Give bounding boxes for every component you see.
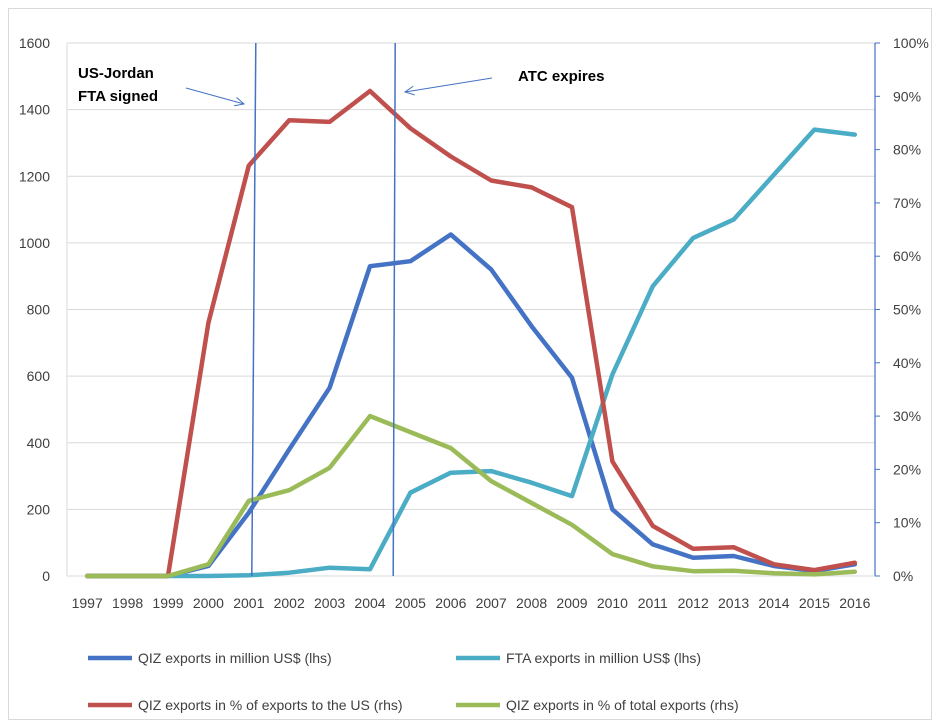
x-tick-label: 2011 [638, 595, 668, 611]
left-tick-label: 400 [27, 435, 51, 451]
series-line-4 [84, 413, 858, 579]
right-tick-label: 30% [893, 408, 921, 424]
series-line-2 [84, 127, 858, 579]
legend-label-3: QIZ exports in % of exports to the US (r… [138, 697, 403, 713]
series-lines [84, 88, 858, 579]
right-tick-label: 0% [893, 568, 913, 584]
x-tick-label: 2009 [556, 595, 587, 611]
x-tick-label: 2016 [839, 595, 870, 611]
event-line-atc [392, 42, 396, 577]
legend-label-4: QIZ exports in % of total exports (rhs) [506, 697, 739, 713]
x-tick-label: 2006 [435, 595, 466, 611]
right-tick-label: 20% [893, 461, 921, 477]
x-tick-label: 2003 [314, 595, 345, 611]
legend-label-2: FTA exports in million US$ (lhs) [506, 650, 701, 666]
x-tick-label: 2008 [516, 595, 547, 611]
annotations: US-Jordan FTA signed ATC expires [78, 42, 604, 577]
left-axis-ticks: 0 200 400 600 800 1000 1200 1400 1600 [19, 35, 50, 584]
right-tick-label: 70% [893, 195, 921, 211]
gridlines [67, 42, 875, 510]
x-tick-label: 2014 [758, 595, 789, 611]
annotation-label-fta: US-Jordan [78, 65, 154, 82]
x-tick-label: 2000 [193, 595, 224, 611]
left-tick-label: 1000 [19, 235, 50, 251]
left-tick-label: 600 [27, 368, 51, 384]
right-tick-label: 60% [893, 248, 921, 264]
series-line-1 [84, 232, 858, 579]
event-line-fta [251, 42, 257, 577]
arrow-fta [185, 87, 245, 105]
right-tick-label: 80% [893, 142, 921, 158]
x-tick-label: 2001 [233, 595, 264, 611]
x-tick-label: 2007 [476, 595, 507, 611]
left-tick-label: 1400 [19, 102, 50, 118]
right-tick-label: 50% [893, 302, 921, 318]
x-axis-ticks: 1997 1998 1999 2000 2001 2002 2003 2004 2005 2006… [72, 595, 871, 611]
x-tick-label: 2013 [718, 595, 749, 611]
left-tick-label: 0 [42, 568, 50, 584]
series-line-3 [84, 88, 858, 579]
x-tick-label: 2004 [354, 595, 385, 611]
x-tick-label: 2010 [597, 595, 628, 611]
x-tick-label: 2002 [274, 595, 305, 611]
annotation-label-atc: ATC expires [518, 68, 604, 85]
x-tick-label: 2012 [678, 595, 709, 611]
right-tick-label: 100% [893, 35, 929, 51]
left-tick-label: 200 [27, 501, 51, 517]
legend: QIZ exports in million US$ (lhs) FTA expo… [88, 650, 739, 713]
right-tick-label: 10% [893, 515, 921, 531]
arrow-atc [404, 77, 493, 93]
right-tick-label: 40% [893, 355, 921, 371]
annotation-label-fta: FTA signed [78, 88, 158, 105]
x-tick-label: 1997 [72, 595, 103, 611]
left-tick-label: 800 [27, 302, 51, 318]
arrow-atc-head [403, 85, 415, 96]
right-tick-label: 90% [893, 88, 921, 104]
arrow-fta-head [234, 97, 246, 107]
chart-frame [8, 8, 932, 720]
left-tick-label: 1200 [19, 168, 50, 184]
x-tick-label: 1999 [152, 595, 183, 611]
x-tick-label: 2005 [395, 595, 426, 611]
right-axis-ticks: 0% 10% 20% 30% 40% 50% 60% 70% 80% 90% 100% [875, 35, 929, 584]
x-tick-label: 2015 [799, 595, 830, 611]
x-tick-label: 1998 [112, 595, 143, 611]
left-tick-label: 1600 [19, 35, 50, 51]
legend-label-1: QIZ exports in million US$ (lhs) [138, 650, 332, 666]
